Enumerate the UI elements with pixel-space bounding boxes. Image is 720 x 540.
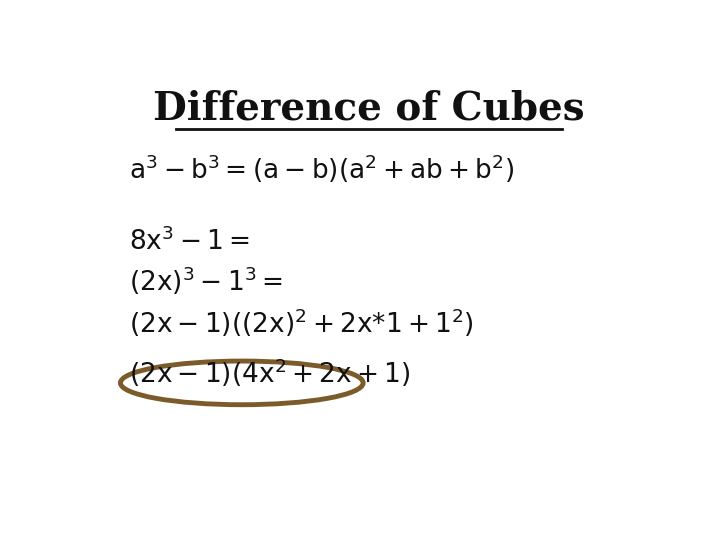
Text: $\mathrm{(2x} - \mathrm{1)(4x}^2 + \mathrm{2x} + \mathrm{1)}$: $\mathrm{(2x} - \mathrm{1)(4x}^2 + \math… [129, 356, 410, 389]
Text: $\mathrm{(2x} - \mathrm{1)((2x)}^2 + \mathrm{2x{*}1} + 1^2\mathrm{)}$: $\mathrm{(2x} - \mathrm{1)((2x)}^2 + \ma… [129, 307, 474, 339]
Text: $\mathrm{(2x)}^3 - 1^3 = $: $\mathrm{(2x)}^3 - 1^3 = $ [129, 265, 283, 298]
Text: Difference of Cubes: Difference of Cubes [153, 90, 585, 127]
Text: $\mathrm{a}^3 - \mathrm{b}^3 = (\mathrm{a} - \mathrm{b})(\mathrm{a}^2 + \mathrm{: $\mathrm{a}^3 - \mathrm{b}^3 = (\mathrm{… [129, 153, 515, 185]
Text: $\mathrm{8x}^3 - 1 = $: $\mathrm{8x}^3 - 1 = $ [129, 226, 250, 255]
